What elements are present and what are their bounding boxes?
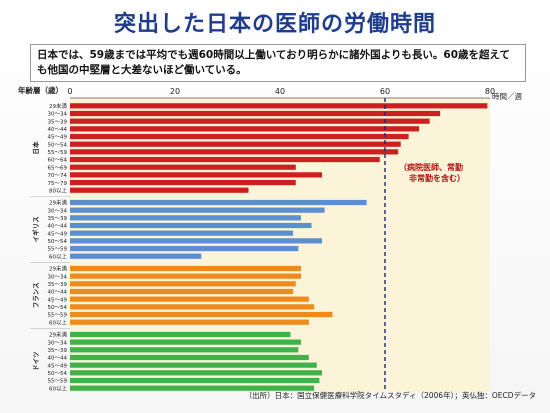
y-tick-label: 70～74 xyxy=(48,173,68,179)
y-tick-label: 40～44 xyxy=(48,356,68,362)
bar xyxy=(70,339,301,345)
bar xyxy=(70,354,309,361)
bar xyxy=(70,215,301,221)
y-tick-label: 55～59 xyxy=(48,379,68,385)
bar xyxy=(70,331,291,338)
x-tick-label: 0 xyxy=(67,87,72,96)
bar xyxy=(70,199,367,206)
bar xyxy=(70,126,420,132)
bar xyxy=(70,230,294,236)
y-tick-label: 35～39 xyxy=(48,216,68,222)
y-tick-label: 45～49 xyxy=(48,231,68,237)
description-box: 日本では、59歳までは平均でも週60時間以上働いており明らかに諸外国よりも長い。… xyxy=(30,44,526,82)
bar xyxy=(70,377,320,384)
group-label: イギリス xyxy=(31,216,40,242)
bar xyxy=(70,385,315,391)
group-label: フランス xyxy=(32,282,40,308)
y-tick-label: 35～39 xyxy=(48,119,68,125)
y-tick-label: 40～44 xyxy=(48,290,68,296)
y-tick-label: 45～49 xyxy=(48,135,68,141)
y-tick-label: 45～49 xyxy=(48,297,68,303)
y-tick-label: 35～39 xyxy=(48,348,68,354)
x-tick-label: 80 xyxy=(485,87,495,96)
y-tick-label: 40～44 xyxy=(48,224,68,230)
bar xyxy=(70,179,296,186)
y-tick-label: 50～54 xyxy=(48,142,68,148)
annotation-text: （病院医師、常勤 xyxy=(399,162,463,172)
bar xyxy=(70,288,294,295)
x-tick-label: 60 xyxy=(380,87,390,96)
bar xyxy=(70,187,249,193)
bar xyxy=(70,141,401,147)
bar xyxy=(70,296,309,302)
bar xyxy=(70,304,315,310)
bar xyxy=(70,149,399,155)
annotation-text: 非常勤を含む） xyxy=(409,173,465,183)
bar xyxy=(70,347,299,353)
y-tick-label: 30～34 xyxy=(48,208,68,214)
bar xyxy=(70,133,409,140)
y-tick-label: 80以上 xyxy=(49,186,67,194)
bar xyxy=(70,319,309,325)
y-tick-label: 35～39 xyxy=(48,282,68,288)
y-tick-label: 60以上 xyxy=(49,384,67,392)
y-tick-label: 60以上 xyxy=(49,318,67,326)
y-tick-label: 30～34 xyxy=(48,112,68,118)
group-label: 日本 xyxy=(31,141,40,155)
y-tick-label: 60以上 xyxy=(49,252,67,260)
bar xyxy=(70,370,322,376)
bar xyxy=(70,245,299,252)
y-tick-label: 29未満 xyxy=(49,331,67,339)
bar xyxy=(70,110,441,117)
y-tick-label: 30～34 xyxy=(48,340,68,346)
bar xyxy=(70,265,301,272)
y-tick-label: 60～64 xyxy=(48,158,68,164)
y-tick-label: 50～54 xyxy=(48,371,68,377)
bar xyxy=(70,281,296,287)
bar xyxy=(70,156,380,163)
y-tick-label: 55～59 xyxy=(48,313,68,319)
y-tick-label: 75～79 xyxy=(48,181,68,187)
page-title: 突出した日本の医師の労働時間 xyxy=(113,12,436,37)
bar xyxy=(70,103,488,109)
x-tick-label: 40 xyxy=(275,87,285,96)
group-label: ドイツ xyxy=(32,351,40,371)
bar xyxy=(70,273,301,279)
source-note: （出所）日本：国立保健医療科学院タイムスタディ（2006年）；英仏独：OECDデ… xyxy=(244,391,536,400)
bar xyxy=(70,172,322,178)
bar xyxy=(70,362,317,368)
y-tick-label: 65～69 xyxy=(48,165,68,171)
y-tick-label: 45～49 xyxy=(48,363,68,369)
y-tick-label: 29未満 xyxy=(49,102,67,110)
y-tick-label: 55～59 xyxy=(48,150,68,156)
y-axis-label: 年齢層（歳） xyxy=(18,85,63,95)
bar xyxy=(70,164,296,170)
y-tick-label: 50～54 xyxy=(48,305,68,311)
y-tick-label: 40～44 xyxy=(48,127,68,133)
y-tick-label: 55～59 xyxy=(48,247,68,253)
y-tick-label: 50～54 xyxy=(48,239,68,245)
bar xyxy=(70,207,325,213)
bar xyxy=(70,253,202,259)
y-tick-label: 29未満 xyxy=(49,199,67,207)
x-tick-label: 20 xyxy=(170,87,180,96)
bar xyxy=(70,311,333,318)
bar xyxy=(70,118,430,124)
y-tick-label: 29未満 xyxy=(49,265,67,273)
x-axis-label: 時間／週 xyxy=(492,92,522,101)
y-tick-label: 30～34 xyxy=(48,274,68,280)
bar xyxy=(70,222,312,229)
bar xyxy=(70,238,322,244)
